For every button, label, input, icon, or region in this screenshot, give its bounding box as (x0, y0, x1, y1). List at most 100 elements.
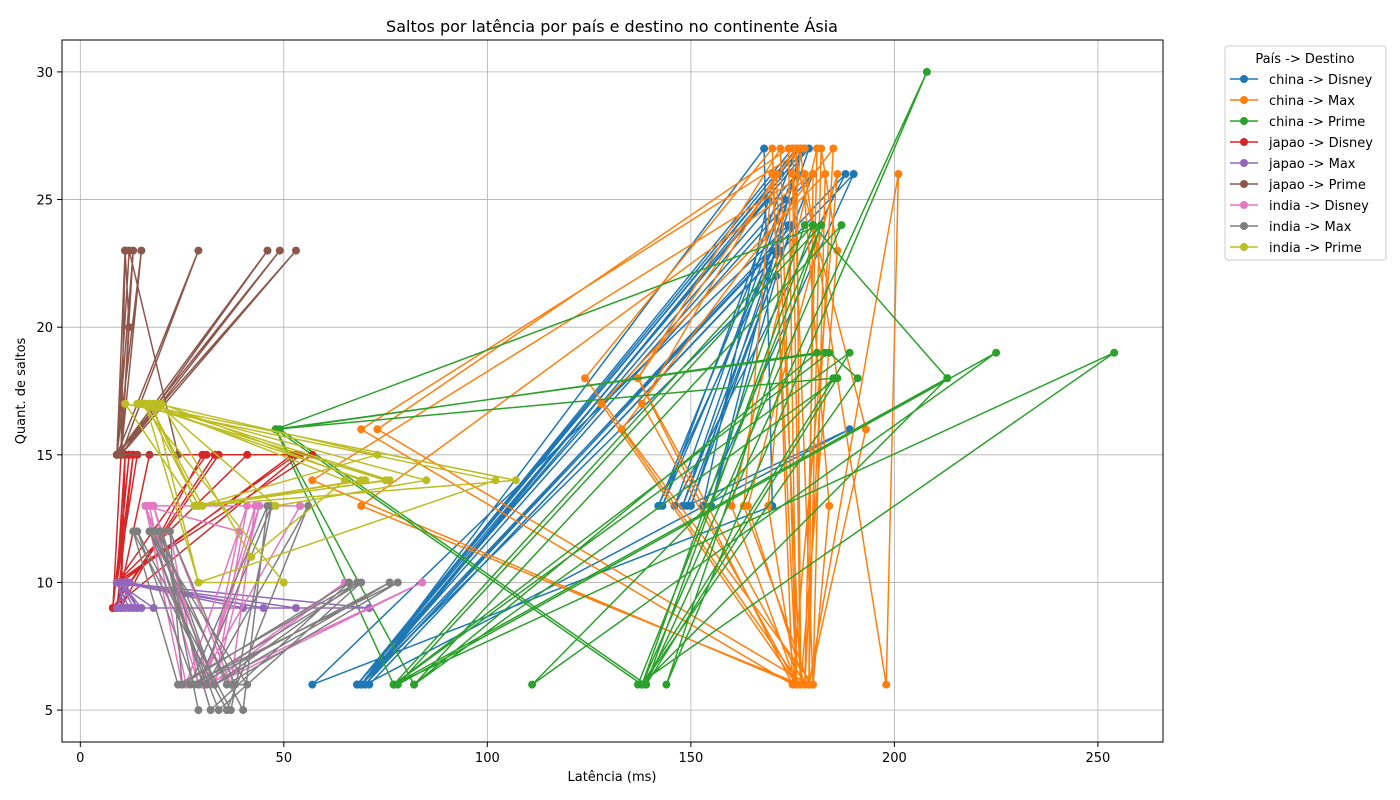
legend-item-china-prime: china -> Prime (1230, 115, 1365, 130)
data-point-china-disney (365, 680, 374, 689)
series-layer (108, 67, 1119, 715)
data-point-japao-max (112, 604, 121, 612)
data-point-china-max (617, 425, 626, 434)
legend-item-china-max: china -> Max (1230, 94, 1355, 109)
data-point-china-disney (772, 272, 781, 281)
data-point-china-prime (837, 221, 846, 230)
legend-label: china -> Max (1269, 94, 1355, 109)
data-point-india-max (345, 578, 353, 587)
legend-label: japao -> Disney (1268, 136, 1373, 151)
data-point-china-max (796, 144, 805, 153)
data-point-india-max (239, 706, 248, 715)
data-point-india-prime (271, 501, 280, 510)
data-point-india-max (231, 680, 239, 689)
data-point-china-max (638, 399, 646, 408)
legend-items: china -> Disney china -> Max china -> Prim… (1230, 73, 1373, 256)
y-tick-label: 10 (36, 576, 53, 591)
legend-label: india -> Max (1269, 220, 1352, 235)
data-point-china-max (768, 170, 777, 178)
data-point-japao-prime (194, 246, 203, 255)
data-point-japao-disney (214, 450, 223, 459)
data-point-china-disney (308, 680, 317, 689)
legend-marker (1240, 222, 1248, 230)
data-point-india-disney (296, 501, 305, 510)
data-point-india-max (133, 527, 142, 536)
legend-frame (1224, 45, 1387, 261)
legend-marker (1240, 201, 1248, 209)
y-tick-label: 20 (36, 321, 53, 336)
data-point-china-max (809, 170, 817, 178)
data-point-china-prime (922, 67, 931, 76)
chart-title: Saltos por latência por país e destino n… (386, 17, 838, 36)
data-point-china-max (861, 425, 870, 434)
data-point-india-prime (157, 399, 166, 408)
data-point-china-max (796, 680, 805, 689)
data-point-india-max (202, 680, 211, 689)
data-point-india-max (222, 680, 231, 689)
data-point-india-max (357, 578, 366, 587)
legend-item-japao-prime: japao -> Prime (1230, 178, 1366, 193)
legend-item-india-max: india -> Max (1230, 220, 1352, 235)
data-point-china-max (833, 170, 842, 178)
data-point-china-max (800, 170, 809, 178)
data-point-china-max (581, 374, 589, 383)
data-point-china-prime (992, 348, 1001, 357)
series-china-max (308, 144, 903, 689)
data-point-china-max (829, 144, 838, 153)
x-tick-label: 150 (678, 751, 703, 766)
y-tick-label: 15 (36, 449, 53, 464)
data-point-china-prime (825, 348, 834, 357)
x-axis-label: Latência (ms) (568, 770, 657, 785)
data-point-china-max (373, 425, 382, 434)
data-point-india-prime (141, 399, 150, 408)
data-point-japao-prime (292, 246, 300, 255)
data-point-india-max (393, 578, 402, 587)
data-point-india-disney (243, 501, 252, 510)
x-tick-label: 0 (76, 751, 84, 766)
legend-label: china -> Disney (1269, 73, 1373, 88)
data-point-japao-max (259, 604, 268, 612)
data-point-china-disney (841, 170, 850, 178)
data-point-china-prime (1110, 348, 1119, 357)
x-tick-label: 200 (882, 751, 907, 766)
y-tick-label: 5 (45, 704, 53, 719)
data-point-china-disney (353, 680, 362, 689)
data-point-japao-disney (243, 450, 252, 459)
data-point-india-prime (247, 552, 256, 561)
data-point-china-max (817, 144, 826, 153)
data-point-china-max (776, 144, 785, 153)
y-axis-label: Quant. de saltos (14, 337, 29, 444)
data-point-india-max (210, 680, 219, 689)
data-point-japao-max (125, 604, 134, 612)
data-point-india-prime (511, 476, 520, 485)
data-point-japao-max (292, 604, 300, 612)
data-point-india-max (194, 680, 203, 689)
data-point-china-max (804, 680, 813, 689)
data-point-india-max (165, 527, 174, 536)
data-point-india-max (149, 527, 158, 536)
data-point-japao-prime (121, 246, 130, 255)
data-point-india-max (178, 680, 187, 689)
series-japao-prime (112, 246, 300, 459)
data-point-japao-max (117, 578, 125, 587)
legend-item-india-disney: india -> Disney (1230, 199, 1369, 214)
data-point-india-max (206, 706, 215, 715)
data-point-india-disney (251, 501, 260, 510)
data-point-india-prime (194, 501, 203, 510)
data-point-china-disney (849, 170, 858, 178)
x-tick-label: 50 (276, 751, 293, 766)
data-point-india-prime (340, 476, 349, 485)
data-point-china-max (357, 425, 366, 434)
data-point-china-prime (528, 680, 537, 689)
legend-label: india -> Prime (1269, 241, 1362, 256)
series-line-china-prime (274, 71, 1115, 686)
axis-ticks: 0 50 100 150 200 250 5 10 15 20 25 30 (36, 66, 1110, 766)
data-point-china-prime (389, 680, 398, 689)
legend-marker (1240, 96, 1248, 104)
data-point-china-prime (638, 680, 646, 689)
legend-label: japao -> Prime (1268, 178, 1366, 193)
data-point-india-max (194, 706, 203, 715)
y-tick-label: 30 (36, 66, 53, 81)
